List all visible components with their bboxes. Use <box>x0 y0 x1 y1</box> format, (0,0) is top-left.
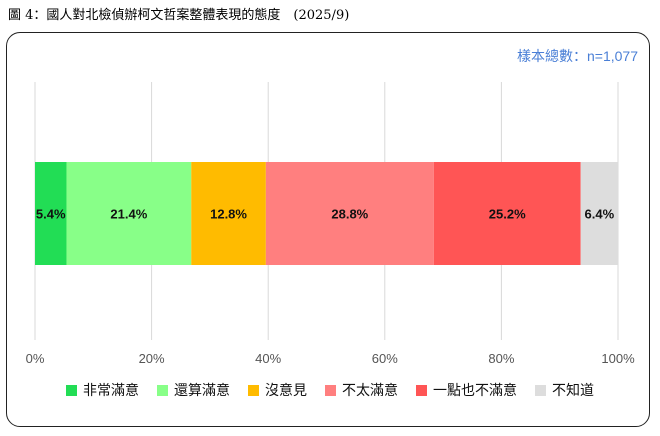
legend-swatch <box>157 384 168 396</box>
legend-label: 沒意見 <box>265 383 307 399</box>
bar-segment <box>66 162 192 265</box>
legend-item: 非常滿意 <box>66 380 139 400</box>
x-tick-label: 20% <box>139 351 165 366</box>
x-tick-label: 40% <box>255 351 281 366</box>
legend-label: 還算滿意 <box>174 383 230 399</box>
x-tick-label: 80% <box>488 351 514 366</box>
bar-value-label: 25.2% <box>489 207 526 222</box>
legend-item: 不太滿意 <box>325 380 398 400</box>
legend-label: 不知道 <box>552 383 594 399</box>
bar-value-label: 21.4% <box>110 207 147 222</box>
bar-value-label: 5.4% <box>36 207 66 222</box>
legend-label: 不太滿意 <box>342 383 398 399</box>
legend-item: 不知道 <box>535 380 594 400</box>
legend-item: 沒意見 <box>248 380 307 400</box>
figure-title: 圖 4：國人對北檢偵辦柯文哲案整體表現的態度 (2025/9) <box>8 8 350 23</box>
sample-size-label: 樣本總數：n=1,077 <box>517 48 638 64</box>
bar-segment <box>35 162 67 265</box>
bar-segment <box>265 162 434 265</box>
legend: 非常滿意 還算滿意 沒意見 不太滿意 一點也不滿意 不知道 <box>0 380 660 400</box>
chart-frame <box>6 32 650 427</box>
legend-swatch <box>248 384 259 396</box>
legend-label: 非常滿意 <box>83 383 139 399</box>
legend-swatch <box>325 384 336 396</box>
legend-item: 還算滿意 <box>157 380 230 400</box>
bar-segment <box>191 162 266 265</box>
bar-value-label: 12.8% <box>210 207 247 222</box>
legend-item: 一點也不滿意 <box>416 380 517 400</box>
bar-segments <box>35 162 618 265</box>
bar-segment <box>433 162 581 265</box>
x-tick-label: 100% <box>601 351 635 366</box>
bar-value-label: 28.8% <box>331 207 368 222</box>
x-tick-label: 60% <box>372 351 398 366</box>
legend-swatch <box>416 384 427 396</box>
x-tick-label: 0% <box>26 351 45 366</box>
legend-swatch <box>66 384 77 396</box>
legend-swatch <box>535 384 546 396</box>
data-labels: 5.4% 21.4% 12.8% 28.8% 25.2% 6.4% <box>36 207 615 222</box>
x-axis-ticks: 0% 20% 40% 60% 80% 100% <box>26 351 635 366</box>
bar-value-label: 6.4% <box>585 207 615 222</box>
legend-label: 一點也不滿意 <box>433 383 517 399</box>
bar-segment <box>580 162 618 265</box>
